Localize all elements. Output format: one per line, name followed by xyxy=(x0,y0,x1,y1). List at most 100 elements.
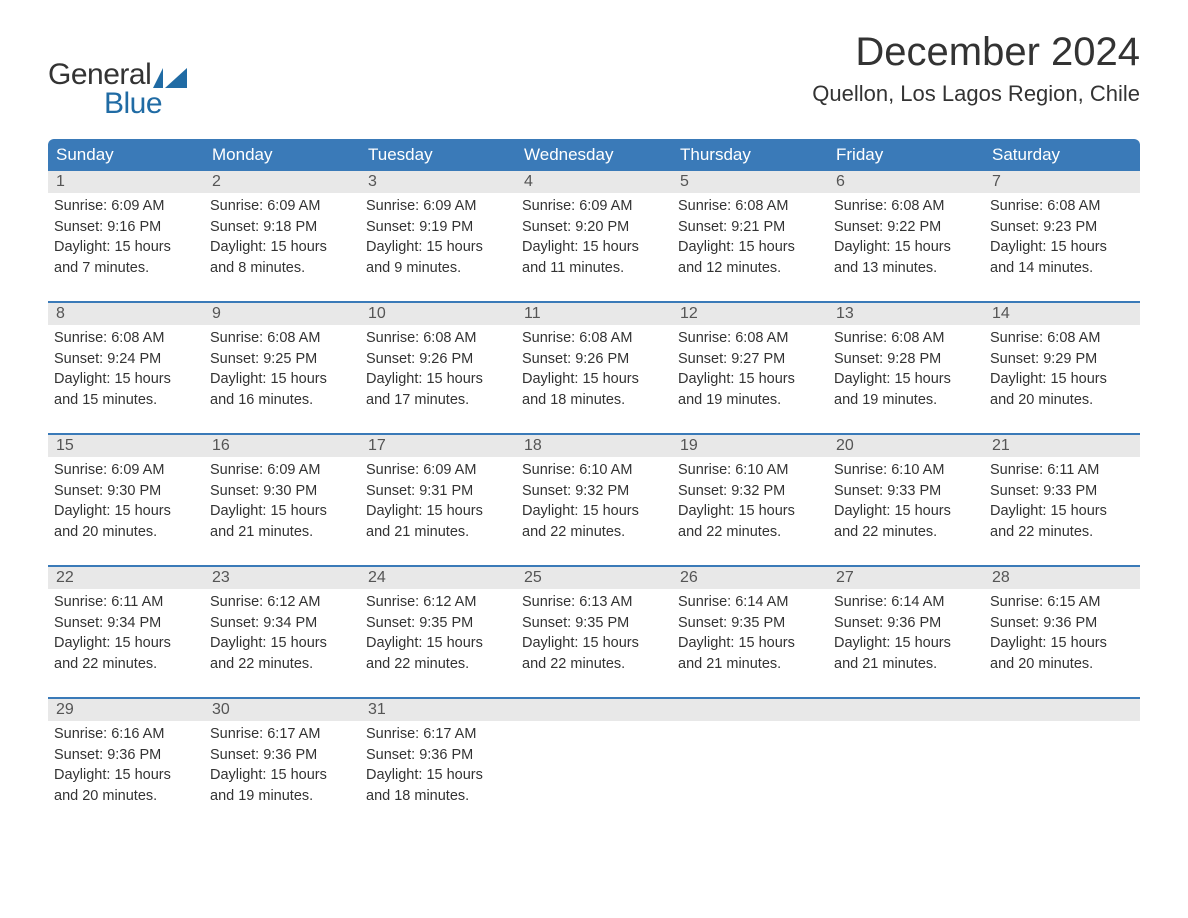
calendar-day: 11Sunrise: 6:08 AMSunset: 9:26 PMDayligh… xyxy=(516,303,672,423)
calendar: SundayMondayTuesdayWednesdayThursdayFrid… xyxy=(48,139,1140,819)
logo-text-general: General xyxy=(48,58,151,91)
daylight-line-1: Daylight: 15 hours xyxy=(54,634,198,654)
day-content: Sunrise: 6:08 AMSunset: 9:24 PMDaylight:… xyxy=(54,329,198,410)
daylight-line-2: and 14 minutes. xyxy=(990,259,1134,279)
sunset-line: Sunset: 9:35 PM xyxy=(678,614,822,634)
calendar-day: 25Sunrise: 6:13 AMSunset: 9:35 PMDayligh… xyxy=(516,567,672,687)
sunrise-line: Sunrise: 6:09 AM xyxy=(366,461,510,481)
sunset-line: Sunset: 9:16 PM xyxy=(54,218,198,238)
calendar-day xyxy=(516,699,672,819)
sunrise-line: Sunrise: 6:10 AM xyxy=(522,461,666,481)
calendar-day: 4Sunrise: 6:09 AMSunset: 9:20 PMDaylight… xyxy=(516,171,672,291)
sunrise-line: Sunrise: 6:08 AM xyxy=(678,329,822,349)
day-content: Sunrise: 6:16 AMSunset: 9:36 PMDaylight:… xyxy=(54,725,198,806)
daylight-line-1: Daylight: 15 hours xyxy=(990,502,1134,522)
calendar-day: 13Sunrise: 6:08 AMSunset: 9:28 PMDayligh… xyxy=(828,303,984,423)
daylight-line-1: Daylight: 15 hours xyxy=(54,238,198,258)
calendar-day: 21Sunrise: 6:11 AMSunset: 9:33 PMDayligh… xyxy=(984,435,1140,555)
daylight-line-1: Daylight: 15 hours xyxy=(54,370,198,390)
month-title: December 2024 xyxy=(812,30,1140,75)
day-number: 2 xyxy=(204,171,360,193)
day-number: 11 xyxy=(516,303,672,325)
daylight-line-2: and 22 minutes. xyxy=(54,655,198,675)
daylight-line-1: Daylight: 15 hours xyxy=(522,238,666,258)
day-content: Sunrise: 6:08 AMSunset: 9:26 PMDaylight:… xyxy=(366,329,510,410)
sunset-line: Sunset: 9:34 PM xyxy=(210,614,354,634)
daylight-line-2: and 22 minutes. xyxy=(522,655,666,675)
sunrise-line: Sunrise: 6:08 AM xyxy=(834,329,978,349)
daylight-line-2: and 18 minutes. xyxy=(366,787,510,807)
logo: General Blue xyxy=(48,58,187,121)
daylight-line-2: and 20 minutes. xyxy=(990,391,1134,411)
day-number: 30 xyxy=(204,699,360,721)
day-number: 24 xyxy=(360,567,516,589)
daylight-line-2: and 20 minutes. xyxy=(54,787,198,807)
weekday-header: Tuesday xyxy=(360,139,516,171)
daylight-line-1: Daylight: 15 hours xyxy=(678,502,822,522)
sunset-line: Sunset: 9:36 PM xyxy=(210,746,354,766)
day-number: 26 xyxy=(672,567,828,589)
daylight-line-1: Daylight: 15 hours xyxy=(54,502,198,522)
daylight-line-1: Daylight: 15 hours xyxy=(990,370,1134,390)
sunset-line: Sunset: 9:32 PM xyxy=(678,482,822,502)
daylight-line-1: Daylight: 15 hours xyxy=(990,238,1134,258)
daylight-line-2: and 20 minutes. xyxy=(990,655,1134,675)
day-content: Sunrise: 6:10 AMSunset: 9:32 PMDaylight:… xyxy=(678,461,822,542)
daylight-line-2: and 12 minutes. xyxy=(678,259,822,279)
day-number: 14 xyxy=(984,303,1140,325)
sunset-line: Sunset: 9:35 PM xyxy=(366,614,510,634)
calendar-day: 9Sunrise: 6:08 AMSunset: 9:25 PMDaylight… xyxy=(204,303,360,423)
daylight-line-2: and 19 minutes. xyxy=(834,391,978,411)
sunrise-line: Sunrise: 6:08 AM xyxy=(54,329,198,349)
daylight-line-1: Daylight: 15 hours xyxy=(834,238,978,258)
daylight-line-1: Daylight: 15 hours xyxy=(366,370,510,390)
sunset-line: Sunset: 9:30 PM xyxy=(210,482,354,502)
day-number: 28 xyxy=(984,567,1140,589)
day-number: 31 xyxy=(360,699,516,721)
sunrise-line: Sunrise: 6:10 AM xyxy=(678,461,822,481)
daylight-line-1: Daylight: 15 hours xyxy=(366,238,510,258)
calendar-week: 8Sunrise: 6:08 AMSunset: 9:24 PMDaylight… xyxy=(48,301,1140,423)
daylight-line-1: Daylight: 15 hours xyxy=(522,370,666,390)
calendar-week: 15 Sunrise: 6:09 AM Sunset: 9:30 PM Dayligh… xyxy=(48,433,1140,555)
calendar-day: 17Sunrise: 6:09 AMSunset: 9:31 PMDayligh… xyxy=(360,435,516,555)
daylight-line-1: Daylight: 15 hours xyxy=(210,634,354,654)
day-number: 23 xyxy=(204,567,360,589)
day-number: 20 xyxy=(828,435,984,457)
day-number: 1 xyxy=(48,171,204,193)
weekday-header: Monday xyxy=(204,139,360,171)
day-number: 15 xyxy=(48,435,204,457)
day-content: Sunrise: 6:08 AMSunset: 9:25 PMDaylight:… xyxy=(210,329,354,410)
sunset-line: Sunset: 9:36 PM xyxy=(366,746,510,766)
sunrise-line: Sunrise: 6:08 AM xyxy=(678,197,822,217)
calendar-day: 23Sunrise: 6:12 AMSunset: 9:34 PMDayligh… xyxy=(204,567,360,687)
sunrise-line: Sunrise: 6:17 AM xyxy=(366,725,510,745)
daylight-line-1: Daylight: 15 hours xyxy=(678,238,822,258)
sunset-line: Sunset: 9:36 PM xyxy=(990,614,1134,634)
day-number: 17 xyxy=(360,435,516,457)
day-content: Sunrise: 6:15 AMSunset: 9:36 PMDaylight:… xyxy=(990,593,1134,674)
day-number: 3 xyxy=(360,171,516,193)
day-number xyxy=(672,699,828,721)
calendar-day: 31 Sunrise: 6:17 AMSunset: 9:36 PMDayligh… xyxy=(360,699,516,819)
sunset-line: Sunset: 9:19 PM xyxy=(366,218,510,238)
day-number: 10 xyxy=(360,303,516,325)
calendar-day: 27Sunrise: 6:14 AMSunset: 9:36 PMDayligh… xyxy=(828,567,984,687)
calendar-day: 22Sunrise: 6:11 AMSunset: 9:34 PMDayligh… xyxy=(48,567,204,687)
sunset-line: Sunset: 9:34 PM xyxy=(54,614,198,634)
calendar-day: 19Sunrise: 6:10 AMSunset: 9:32 PMDayligh… xyxy=(672,435,828,555)
daylight-line-2: and 7 minutes. xyxy=(54,259,198,279)
daylight-line-2: and 18 minutes. xyxy=(522,391,666,411)
daylight-line-1: Daylight: 15 hours xyxy=(366,502,510,522)
sunrise-line: Sunrise: 6:09 AM xyxy=(210,197,354,217)
sunrise-line: Sunrise: 6:11 AM xyxy=(990,461,1134,481)
daylight-line-1: Daylight: 15 hours xyxy=(210,370,354,390)
sunset-line: Sunset: 9:26 PM xyxy=(366,350,510,370)
calendar-day: 15Sunrise: 6:09 AMSunset: 9:30 PMDayligh… xyxy=(48,435,204,555)
day-content: Sunrise: 6:14 AMSunset: 9:36 PMDaylight:… xyxy=(834,593,978,674)
calendar-week: 22Sunrise: 6:11 AMSunset: 9:34 PMDayligh… xyxy=(48,565,1140,687)
sunset-line: Sunset: 9:27 PM xyxy=(678,350,822,370)
sunrise-line: Sunrise: 6:08 AM xyxy=(834,197,978,217)
sunrise-line: Sunrise: 6:09 AM xyxy=(522,197,666,217)
day-content: Sunrise: 6:17 AMSunset: 9:36 PMDaylight:… xyxy=(366,725,510,806)
